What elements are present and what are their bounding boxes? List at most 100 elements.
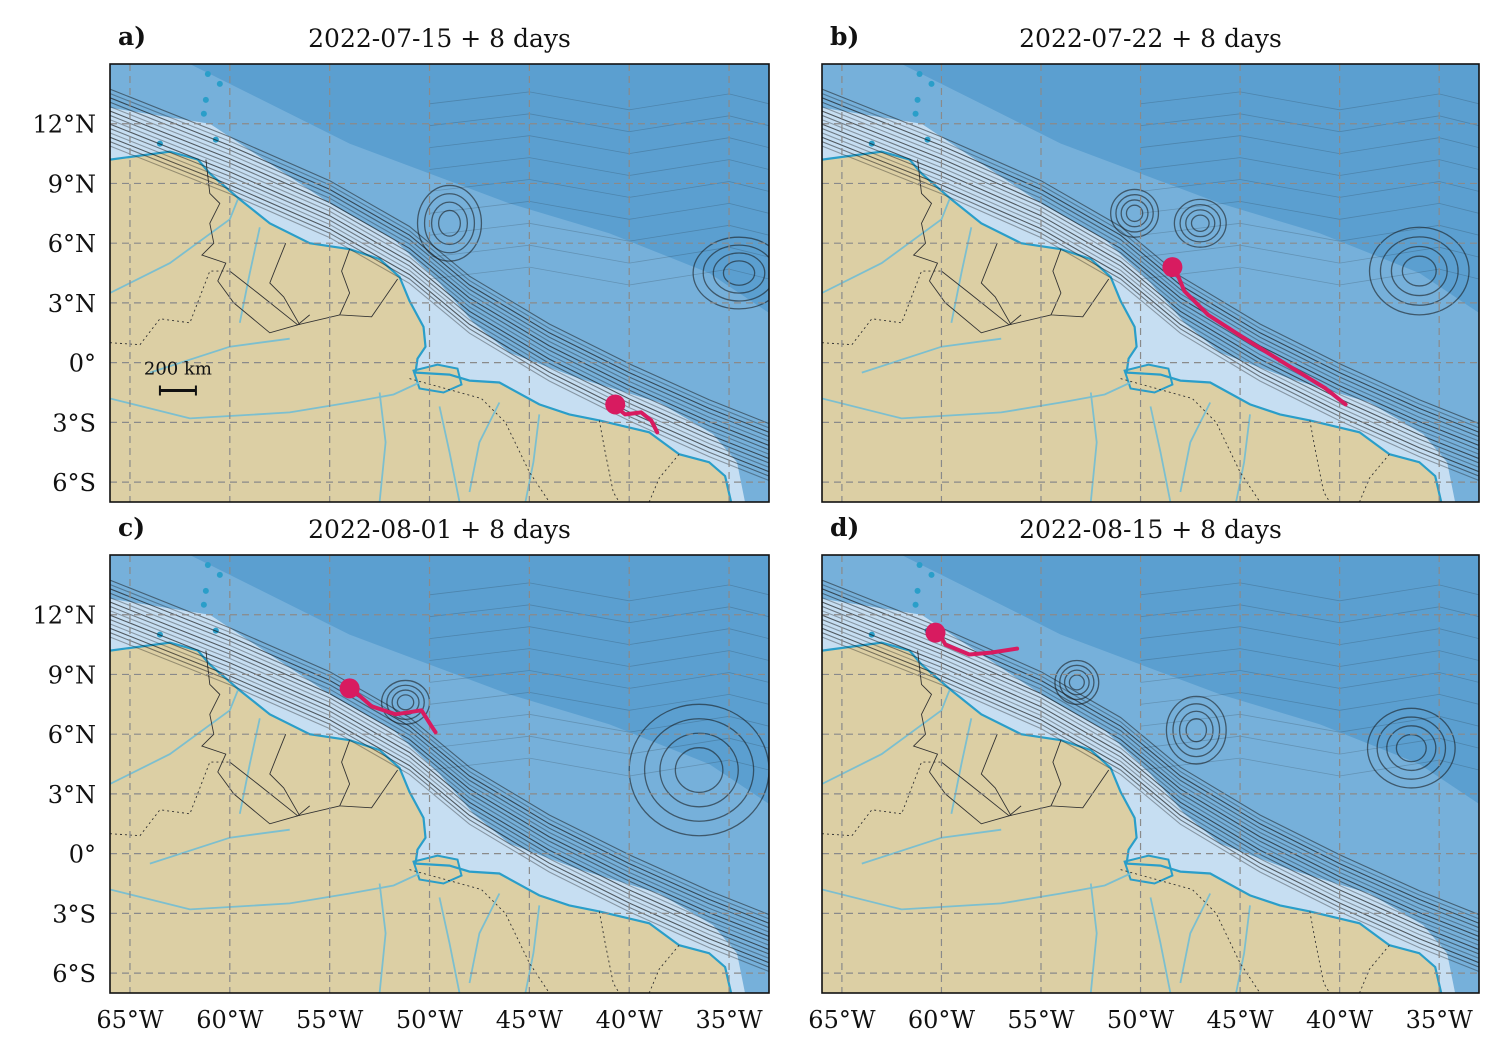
eddy-streamline bbox=[1165, 695, 1227, 765]
eddy-streamline bbox=[1178, 710, 1214, 750]
streamline bbox=[110, 92, 769, 429]
streamline bbox=[1140, 691, 1479, 711]
country-border bbox=[980, 243, 1012, 326]
panel-title: 2022-08-01 + 8 days bbox=[308, 515, 571, 544]
river bbox=[1179, 402, 1212, 493]
trajectory bbox=[1172, 265, 1348, 407]
river bbox=[822, 381, 1131, 420]
panel-title: 2022-07-22 + 8 days bbox=[1019, 24, 1282, 53]
panel-d: d) 2022-08-15 + 8 days 65°W 60°W 55°W 50°W 45°… bbox=[808, 513, 1480, 1034]
streamline bbox=[429, 222, 769, 242]
island bbox=[914, 587, 921, 594]
streamline bbox=[110, 588, 769, 924]
streamline bbox=[110, 141, 769, 477]
streamline bbox=[429, 713, 769, 733]
streamline bbox=[429, 244, 769, 264]
streamline bbox=[110, 605, 769, 942]
eddy-streamline bbox=[1059, 664, 1095, 701]
lon-tick-label: 65°W bbox=[96, 1006, 164, 1034]
eddy-streamline bbox=[1063, 669, 1090, 696]
river bbox=[238, 227, 261, 323]
island bbox=[202, 587, 209, 594]
streamline bbox=[1140, 222, 1479, 242]
river bbox=[110, 381, 420, 420]
streamline bbox=[110, 97, 769, 433]
lat-tick-label: 9°N bbox=[48, 170, 96, 198]
streamline bbox=[822, 636, 1479, 973]
streamline bbox=[110, 601, 769, 938]
eddy-streamline bbox=[722, 260, 756, 286]
lon-tick-label: 35°W bbox=[695, 1006, 763, 1034]
streamline bbox=[110, 627, 769, 964]
eddy-streamline bbox=[692, 236, 769, 310]
panel-letter: a) bbox=[118, 22, 146, 51]
river bbox=[468, 402, 501, 493]
eddy-streamline bbox=[423, 193, 476, 254]
eddy-streamline bbox=[416, 184, 483, 262]
country-border bbox=[339, 740, 398, 809]
eddy-streamline bbox=[1185, 718, 1208, 743]
country-border bbox=[980, 734, 1012, 817]
lat-tick-label: 3°N bbox=[48, 781, 96, 809]
country-border bbox=[648, 453, 680, 502]
streamline bbox=[110, 632, 769, 968]
streamline bbox=[110, 132, 769, 468]
streamline bbox=[822, 583, 1479, 920]
eddy-streamline bbox=[643, 718, 755, 822]
streamline bbox=[110, 101, 769, 438]
country-border bbox=[941, 270, 1052, 326]
country-border bbox=[648, 944, 680, 993]
streamline bbox=[429, 200, 769, 220]
country-border bbox=[1050, 249, 1110, 318]
marajo-island bbox=[1123, 363, 1174, 394]
lat-tick-label: 6°N bbox=[48, 721, 96, 749]
river bbox=[110, 690, 239, 785]
streamline bbox=[822, 101, 1479, 438]
eddy-streamline bbox=[1173, 198, 1227, 248]
river bbox=[438, 897, 461, 993]
streamline bbox=[1140, 113, 1479, 133]
streamline bbox=[822, 141, 1479, 477]
eddy-streamline bbox=[702, 244, 769, 302]
island bbox=[928, 571, 935, 578]
country-border bbox=[1359, 944, 1390, 993]
panel-frame bbox=[109, 63, 770, 503]
lat-tick-label: 9°N bbox=[48, 661, 96, 689]
eddy-streamline bbox=[430, 201, 469, 246]
panel-title: 2022-08-15 + 8 days bbox=[1019, 515, 1282, 544]
eddy-streamline bbox=[628, 703, 769, 837]
streamline bbox=[429, 113, 769, 133]
lat-tick-label: 6°N bbox=[48, 230, 96, 258]
river bbox=[378, 392, 387, 502]
eddy-streamline bbox=[1185, 209, 1216, 238]
country-border bbox=[598, 420, 620, 502]
river bbox=[822, 690, 951, 785]
river bbox=[950, 718, 973, 814]
lon-tick-label: 45°W bbox=[496, 1006, 564, 1034]
country-border bbox=[269, 243, 301, 326]
eddy-streamline bbox=[1110, 188, 1160, 238]
eddy-streamline bbox=[1386, 725, 1437, 772]
river bbox=[822, 199, 951, 294]
streamline bbox=[110, 127, 769, 464]
island bbox=[912, 110, 919, 117]
lon-tick-label: 35°W bbox=[1406, 1006, 1474, 1034]
streamline bbox=[429, 582, 769, 602]
panel-title: 2022-07-15 + 8 days bbox=[308, 24, 571, 53]
river bbox=[524, 414, 541, 502]
country-border bbox=[912, 159, 1022, 334]
eddy-streamline bbox=[1190, 214, 1210, 233]
trajectory-start-marker bbox=[1162, 257, 1183, 278]
eddy-streamline bbox=[1368, 226, 1470, 316]
island bbox=[200, 601, 207, 608]
eddy-streamline bbox=[1376, 716, 1447, 780]
streamline bbox=[822, 114, 1479, 451]
eddy-streamline bbox=[712, 252, 766, 294]
country-border bbox=[941, 761, 1052, 817]
streamline bbox=[110, 136, 769, 473]
country-border bbox=[598, 911, 620, 993]
river bbox=[1149, 406, 1172, 502]
streamline bbox=[110, 623, 769, 959]
river bbox=[1179, 893, 1212, 984]
country-border bbox=[110, 270, 230, 346]
